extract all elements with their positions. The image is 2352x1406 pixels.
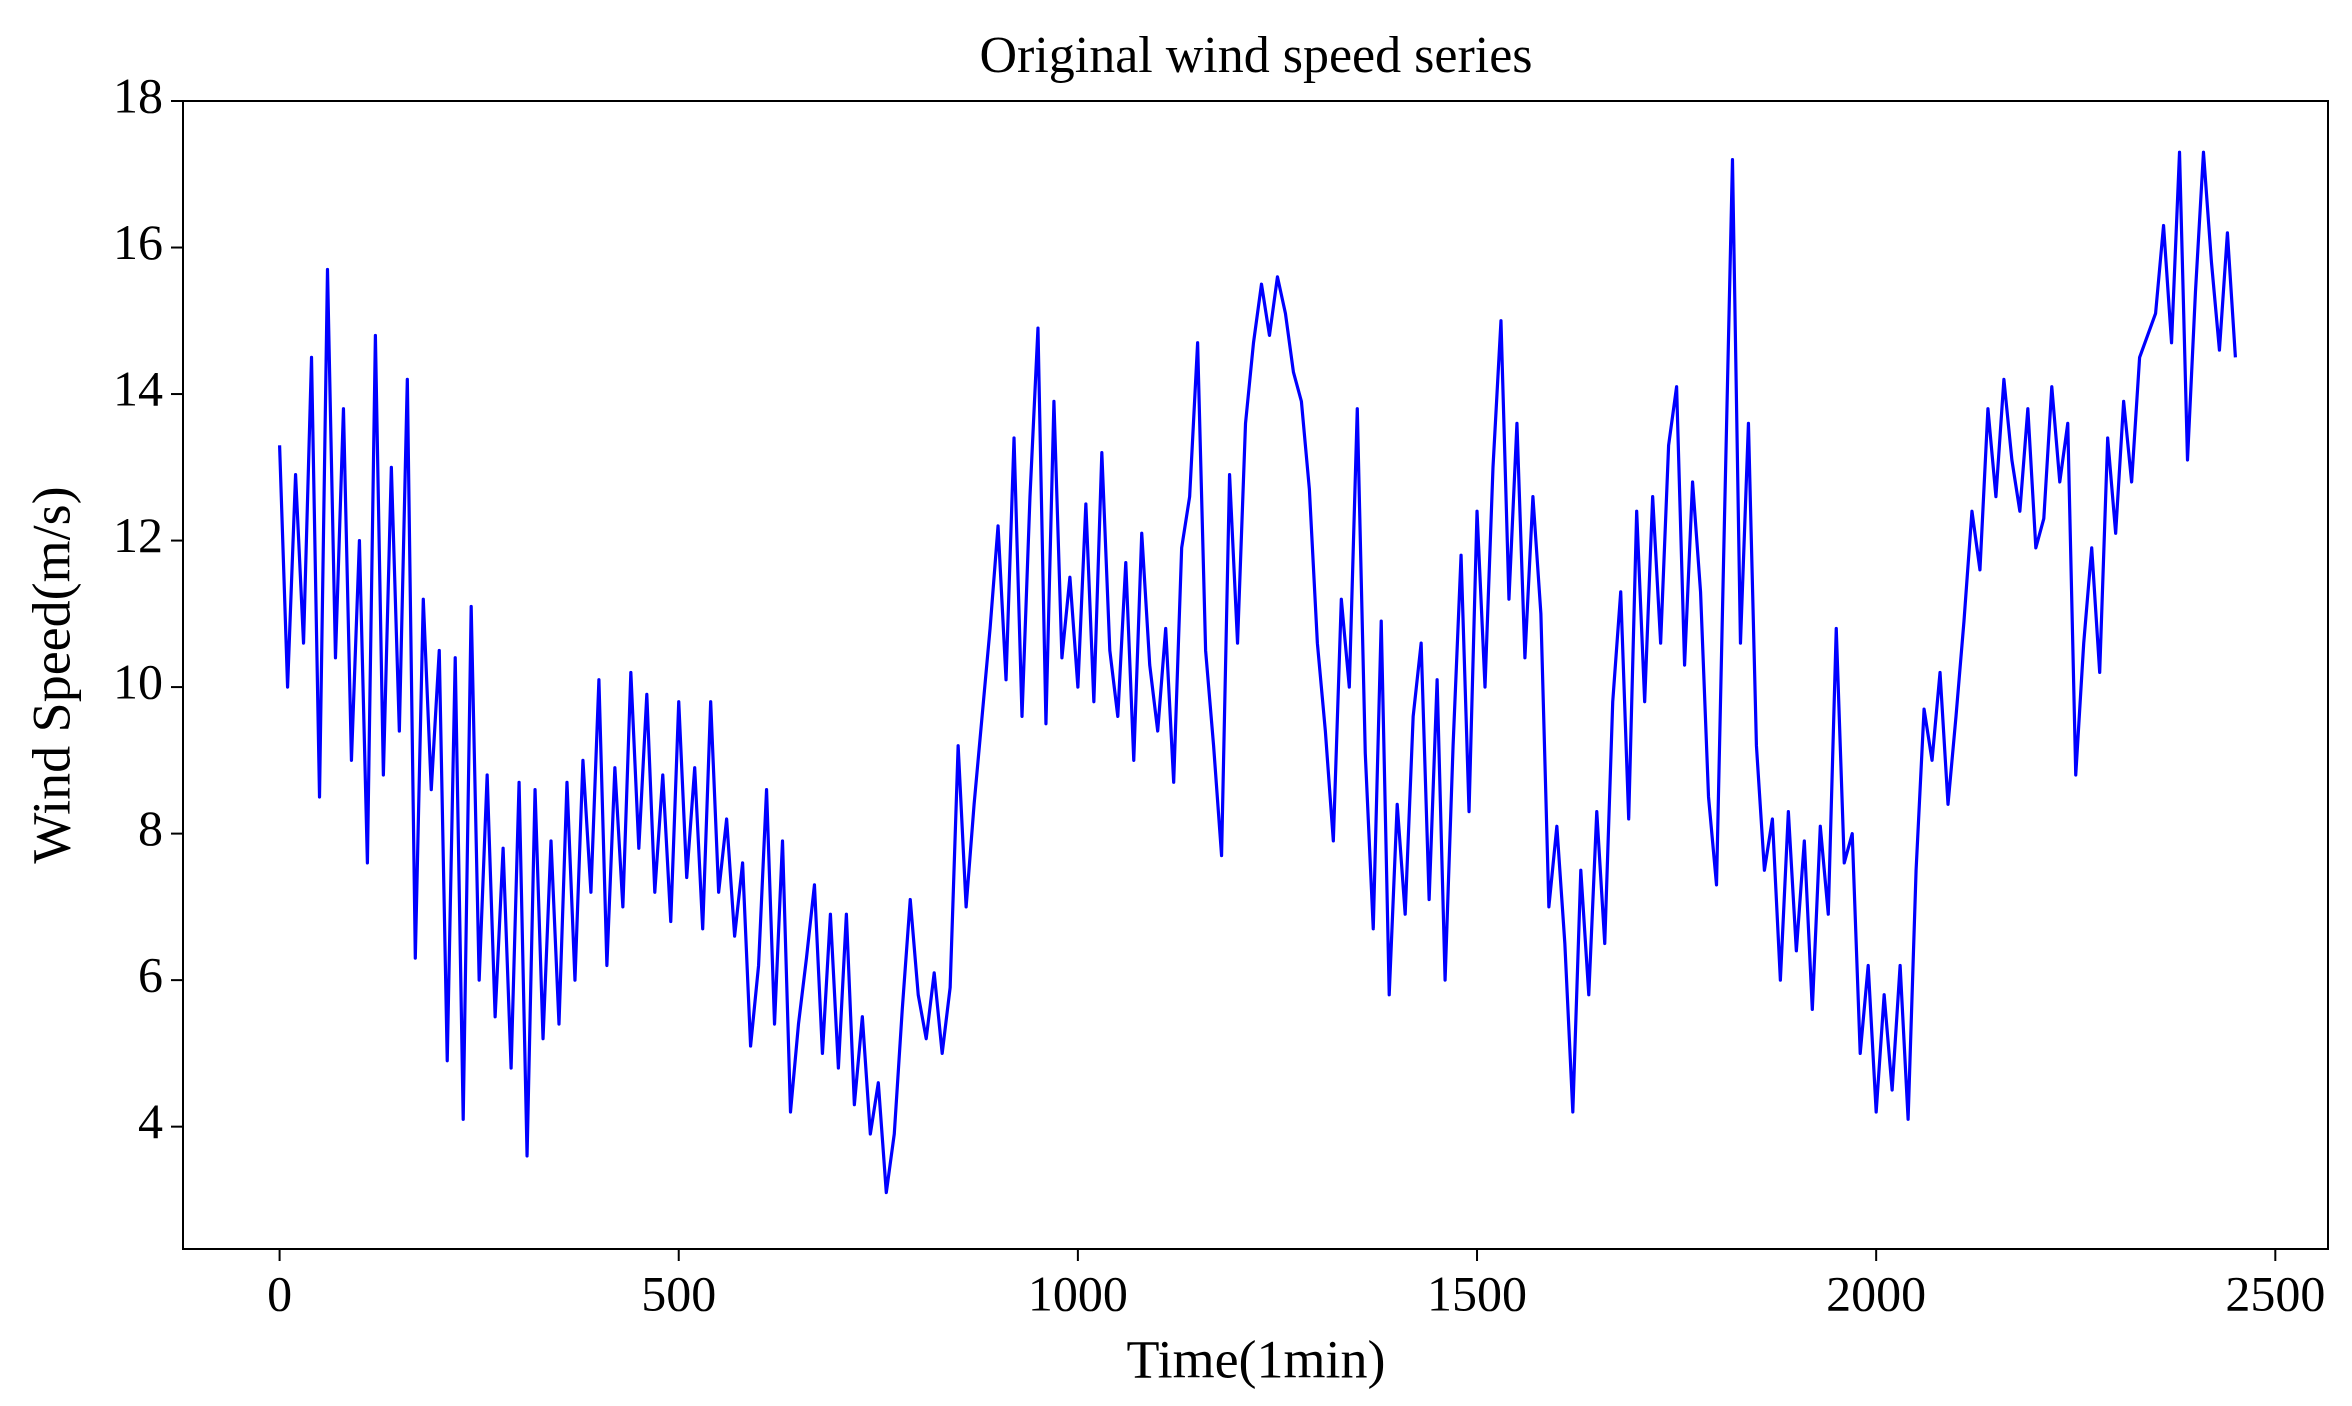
- chart-title: Original wind speed series: [979, 27, 1532, 84]
- y-tick-label: 6: [138, 947, 163, 1003]
- data-line: [277, 150, 2237, 1195]
- y-tick-label: 12: [113, 507, 163, 563]
- x-tick-label: 1000: [1028, 1265, 1128, 1321]
- y-axis-label: Wind Speed(m/s): [21, 486, 81, 863]
- y-tick-label: 14: [113, 361, 163, 417]
- x-tick-label: 0: [267, 1265, 292, 1321]
- plot-frame: [182, 100, 2329, 1250]
- x-tick-label: 1500: [1427, 1265, 1527, 1321]
- y-tick-label: 8: [138, 800, 163, 856]
- y-tick-label: 10: [113, 654, 163, 710]
- x-tick-label: 500: [641, 1265, 716, 1321]
- y-tick-label: 18: [113, 67, 163, 123]
- x-tick-label: 2000: [1826, 1265, 1926, 1321]
- x-axis-label: Time(1min): [1126, 1329, 1385, 1389]
- y-tick-label: 16: [113, 214, 163, 270]
- x-tick-label: 2500: [2225, 1265, 2325, 1321]
- y-tick-label: 4: [138, 1093, 163, 1149]
